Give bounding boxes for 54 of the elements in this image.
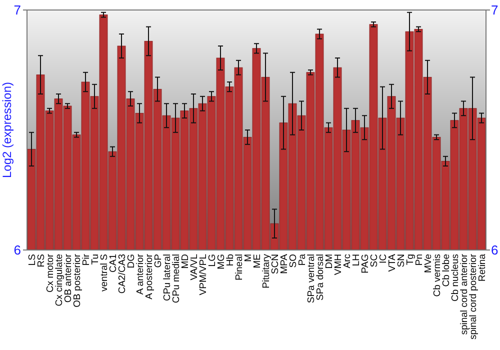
y-axis-title: Log2 (expression)	[0, 82, 14, 178]
x-tick-label: LH	[350, 254, 362, 266]
x-tick-label: A posterior	[144, 254, 155, 300]
x-tick-label: CPu lateral	[162, 254, 173, 301]
x-tick-label: GP	[152, 254, 164, 268]
x-tick-label: LS	[26, 254, 38, 266]
x-tick-label: SO	[288, 254, 299, 268]
x-tick-label: Pa	[296, 253, 308, 266]
x-tick-label: Pituitary	[260, 254, 272, 288]
x-tick-label: ventral S	[98, 254, 110, 292]
x-tick-label: DG	[126, 254, 137, 268]
x-tick-label: Cb vermis	[432, 254, 443, 297]
x-tick-label: CA2/CA3	[116, 254, 128, 294]
x-tick-label: LG	[206, 254, 218, 267]
x-tick-label: VMH	[332, 254, 344, 276]
x-tick-label: Cx cingulate	[54, 254, 65, 306]
x-tick-label: SPa dorsal	[314, 254, 326, 300]
x-tick-label: RS	[36, 254, 47, 268]
x-tick-label: Tg	[404, 254, 416, 266]
x-tick-label: Pn	[414, 254, 425, 266]
x-tick-label: IC	[378, 254, 389, 264]
x-tick-label: CA1	[108, 254, 119, 272]
x-tick-label: MD	[180, 254, 191, 269]
x-tick-label: spinal cord anterior	[458, 254, 470, 335]
x-tick-label: VA/VL	[188, 254, 200, 280]
y2-tick-label: 6	[491, 242, 498, 258]
x-tick-label: Cx motor	[44, 254, 56, 293]
x-tick-label: Retina	[476, 253, 488, 282]
x-tick-label: Arc	[342, 254, 353, 268]
x-tick-label: VTA	[386, 253, 398, 272]
x-tick-label: SC	[368, 254, 380, 268]
y2-tick-label: 7	[491, 2, 498, 18]
x-tick-label: A anterior	[134, 254, 146, 295]
x-tick-label: Cb nucleus	[450, 254, 461, 302]
x-tick-label: spinal cord posterior	[468, 254, 479, 340]
x-tick-label: Tu	[90, 254, 101, 265]
x-tick-label: Pineal	[234, 254, 245, 280]
x-tick-label: MG	[216, 254, 227, 270]
x-tick-label: DM	[324, 254, 335, 269]
x-tick-label: SPa ventral	[306, 254, 317, 304]
x-tick-label: ME	[252, 254, 263, 268]
x-tick-label: OB anterior	[62, 254, 74, 303]
x-tick-label: Cb lobe	[440, 254, 452, 287]
x-tick-label: OB posterior	[72, 254, 83, 308]
x-tick-label: VPM/VPL	[198, 254, 209, 296]
x-tick-label: MVe	[422, 254, 434, 274]
x-tick-label: CPu medial	[170, 254, 182, 304]
x-tick-label: PAG	[360, 254, 371, 274]
x-tick-label: MPA	[278, 253, 290, 274]
x-tick-label: Pir	[80, 254, 92, 266]
x-tick-label: M	[242, 254, 254, 262]
x-tick-label: SN	[396, 254, 407, 268]
x-tick-label: SCN	[270, 254, 281, 274]
x-tick-label: Hb	[224, 254, 236, 266]
